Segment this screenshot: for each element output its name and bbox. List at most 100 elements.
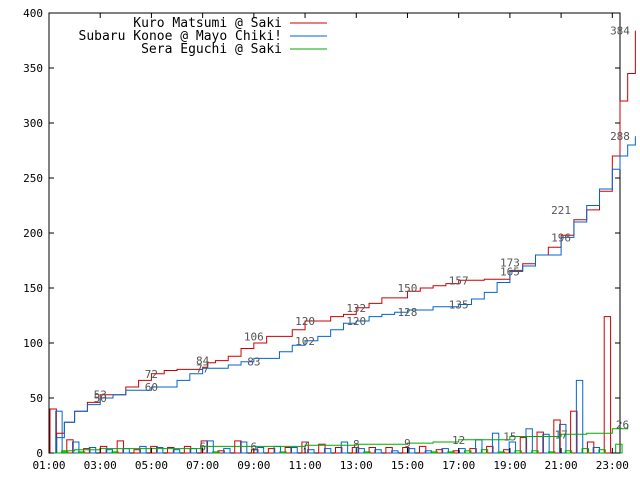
- cumulative-lines-layer: [49, 30, 636, 454]
- y-tick-label: 0: [36, 447, 43, 460]
- hourly-bar: [105, 449, 114, 454]
- point-label: 50: [94, 392, 107, 405]
- hourly-bar: [83, 448, 91, 454]
- hourly-bar: [111, 451, 119, 454]
- hourly-bar: [183, 445, 192, 454]
- hourly-bar: [548, 451, 556, 454]
- hourly-bar: [491, 432, 500, 454]
- hourly-bar: [508, 441, 517, 454]
- point-label: 132: [346, 302, 366, 315]
- hourly-bar: [536, 431, 544, 454]
- point-label: 157: [449, 274, 469, 287]
- hourly-bar: [351, 447, 360, 454]
- hourly-bar: [323, 448, 332, 454]
- hourly-bar: [542, 433, 550, 454]
- hourly-bar: [279, 451, 287, 454]
- hourly-bar: [251, 449, 259, 454]
- point-label: 6: [251, 440, 258, 453]
- hourly-bar: [284, 447, 292, 454]
- hourly-bar: [374, 449, 382, 454]
- x-tick-label: 23:00: [596, 459, 629, 472]
- point-label: 288: [610, 130, 630, 143]
- x-tick-label: 13:00: [340, 459, 373, 472]
- legend-label: Subaru Konoe @ Mayo Chiki!: [79, 29, 283, 44]
- hourly-bar: [525, 428, 533, 454]
- hourly-bar: [77, 451, 86, 454]
- hourly-bar: [430, 451, 438, 454]
- y-tick-label: 50: [30, 392, 43, 405]
- y-tick-label: 400: [23, 7, 43, 20]
- hourly-bar: [480, 449, 489, 454]
- y-tick-label: 150: [23, 282, 43, 295]
- point-label: 15: [503, 431, 516, 444]
- hourly-bar: [564, 450, 573, 454]
- hourly-bar: [256, 447, 265, 454]
- hourly-bar: [531, 450, 539, 454]
- point-label: 53: [94, 389, 107, 402]
- point-label: 72: [145, 368, 158, 381]
- point-label: 173: [500, 257, 520, 270]
- point-label: 7: [302, 439, 309, 452]
- hourly-bar: [66, 439, 74, 454]
- point-label: 221: [551, 204, 571, 217]
- hourly-bar: [116, 440, 125, 454]
- hourly-bar: [598, 449, 606, 454]
- y-tick-label: 350: [23, 62, 43, 75]
- point-label: 8: [353, 438, 360, 451]
- hourly-bar: [340, 441, 349, 454]
- hourly-bar: [497, 451, 506, 454]
- point-label: 196: [551, 231, 571, 244]
- hourly-bar: [223, 448, 231, 454]
- x-tick-label: 03:00: [84, 459, 117, 472]
- x-tick-label: 15:00: [391, 459, 424, 472]
- hourly-bar: [206, 440, 214, 454]
- hourly-bar: [200, 440, 209, 454]
- point-label: 128: [398, 306, 418, 319]
- point-label: 165: [500, 266, 520, 279]
- point-label: 135: [449, 299, 469, 312]
- hourly-bar: [570, 410, 578, 454]
- point-label: 384: [610, 25, 630, 38]
- hourly-bar: [391, 450, 399, 454]
- point-label: 77: [196, 362, 209, 375]
- x-tick-label: 05:00: [135, 459, 168, 472]
- hourly-bar: [402, 447, 410, 454]
- hourly-bar: [267, 448, 276, 454]
- point-label: 102: [295, 335, 315, 348]
- hourly-bar: [172, 449, 181, 454]
- hourly-bar: [418, 445, 427, 454]
- hourly-bar: [212, 451, 220, 454]
- point-label: 26: [616, 418, 629, 431]
- hourly-bar: [139, 445, 147, 454]
- hourly-bar: [234, 440, 242, 454]
- hourly-bar: [581, 448, 589, 454]
- hourly-bar: [514, 450, 522, 454]
- series-line: [49, 424, 629, 454]
- point-label: 120: [346, 315, 366, 328]
- x-tick-label: 11:00: [288, 459, 321, 472]
- hourly-bar: [435, 449, 444, 454]
- point-label: 83: [247, 356, 260, 369]
- hourly-bar: [239, 441, 248, 454]
- hourly-bar: [615, 443, 623, 454]
- hourly-bar: [167, 447, 175, 454]
- legend-label: Sera Eguchi @ Saki: [141, 42, 282, 57]
- hourly-bar: [385, 447, 393, 454]
- axes-layer: 0 50 100 150 200 250 300 350 400 01:00 03:00 05:00 0…: [23, 7, 629, 472]
- hourly-bar: [150, 445, 158, 454]
- point-label: 17: [554, 428, 567, 441]
- x-tick-label: 21:00: [545, 459, 578, 472]
- point-label: 120: [295, 315, 315, 328]
- hourly-bar: [592, 447, 601, 454]
- hourly-bar: [464, 450, 472, 454]
- y-tick-label: 250: [23, 172, 43, 185]
- x-tick-label: 07:00: [186, 459, 219, 472]
- hourly-bar: [307, 449, 315, 454]
- y-tick-label: 300: [23, 117, 43, 130]
- legend-label: Kuro Matsumi @ Saki: [133, 16, 282, 31]
- hourly-bar: [368, 447, 376, 454]
- series-line: [49, 30, 636, 454]
- point-label: 84: [196, 355, 210, 368]
